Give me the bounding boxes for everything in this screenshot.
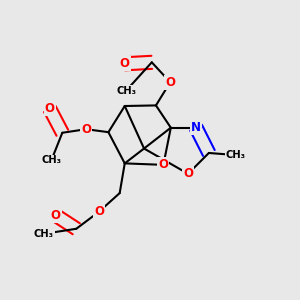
Text: O: O <box>51 209 61 222</box>
Text: O: O <box>120 57 130 70</box>
Text: O: O <box>183 167 193 180</box>
Text: O: O <box>158 158 168 171</box>
Text: CH₃: CH₃ <box>34 229 54 239</box>
Text: O: O <box>165 76 175 89</box>
Text: O: O <box>94 205 104 218</box>
Text: CH₃: CH₃ <box>116 85 136 96</box>
Text: CH₃: CH₃ <box>41 155 61 165</box>
Text: CH₃: CH₃ <box>226 150 246 160</box>
Text: O: O <box>81 123 91 136</box>
Text: N: N <box>191 121 201 134</box>
Text: O: O <box>45 103 55 116</box>
